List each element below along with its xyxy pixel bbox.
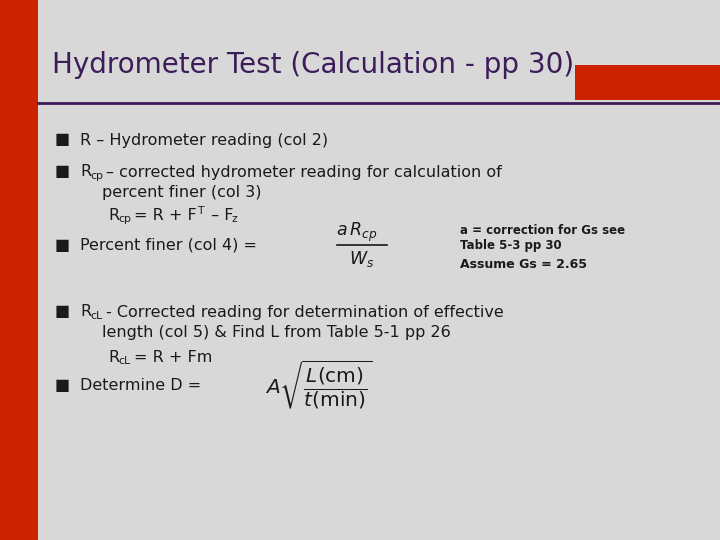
Text: R: R: [108, 349, 119, 364]
Text: R – Hydrometer reading (col 2): R – Hydrometer reading (col 2): [80, 132, 328, 147]
Text: Determine D =: Determine D =: [80, 377, 202, 393]
Text: percent finer (col 3): percent finer (col 3): [102, 185, 261, 199]
Text: a = correction for Gs see: a = correction for Gs see: [460, 225, 625, 238]
Text: – F: – F: [206, 207, 233, 222]
Text: - Corrected reading for determination of effective: - Corrected reading for determination of…: [106, 305, 504, 320]
Text: ■: ■: [55, 132, 70, 147]
Text: – corrected hydrometer reading for calculation of: – corrected hydrometer reading for calcu…: [106, 165, 502, 179]
Text: $A\sqrt{\dfrac{L(\mathrm{cm})}{t(\mathrm{min})}}$: $A\sqrt{\dfrac{L(\mathrm{cm})}{t(\mathrm…: [265, 359, 372, 411]
Text: Percent finer (col 4) =: Percent finer (col 4) =: [80, 238, 257, 253]
Text: cp: cp: [90, 171, 103, 181]
Text: Hydrometer Test (Calculation - pp 30): Hydrometer Test (Calculation - pp 30): [52, 51, 574, 79]
Text: cL: cL: [118, 356, 130, 366]
Text: $W_s$: $W_s$: [349, 249, 374, 269]
Bar: [0, 0, 38, 540]
Text: Table 5-3 pp 30: Table 5-3 pp 30: [460, 239, 562, 252]
Text: = R + F: = R + F: [134, 207, 197, 222]
Text: ■: ■: [55, 238, 70, 253]
Text: ■: ■: [55, 377, 70, 393]
Text: length (col 5) & Find L from Table 5-1 pp 26: length (col 5) & Find L from Table 5-1 p…: [102, 325, 451, 340]
Text: Assume Gs = 2.65: Assume Gs = 2.65: [460, 259, 587, 272]
Text: ■: ■: [55, 305, 70, 320]
Text: R: R: [80, 165, 91, 179]
Text: cp: cp: [118, 214, 131, 224]
Text: ■: ■: [55, 165, 70, 179]
Text: R: R: [80, 305, 91, 320]
Bar: [575, 65, 720, 100]
Text: cL: cL: [90, 311, 102, 321]
Text: = R + Fm: = R + Fm: [134, 349, 212, 364]
Text: $a\,R_{cp}$: $a\,R_{cp}$: [336, 220, 378, 244]
Text: T: T: [197, 206, 204, 216]
Text: R: R: [108, 207, 119, 222]
Text: z: z: [232, 214, 238, 224]
